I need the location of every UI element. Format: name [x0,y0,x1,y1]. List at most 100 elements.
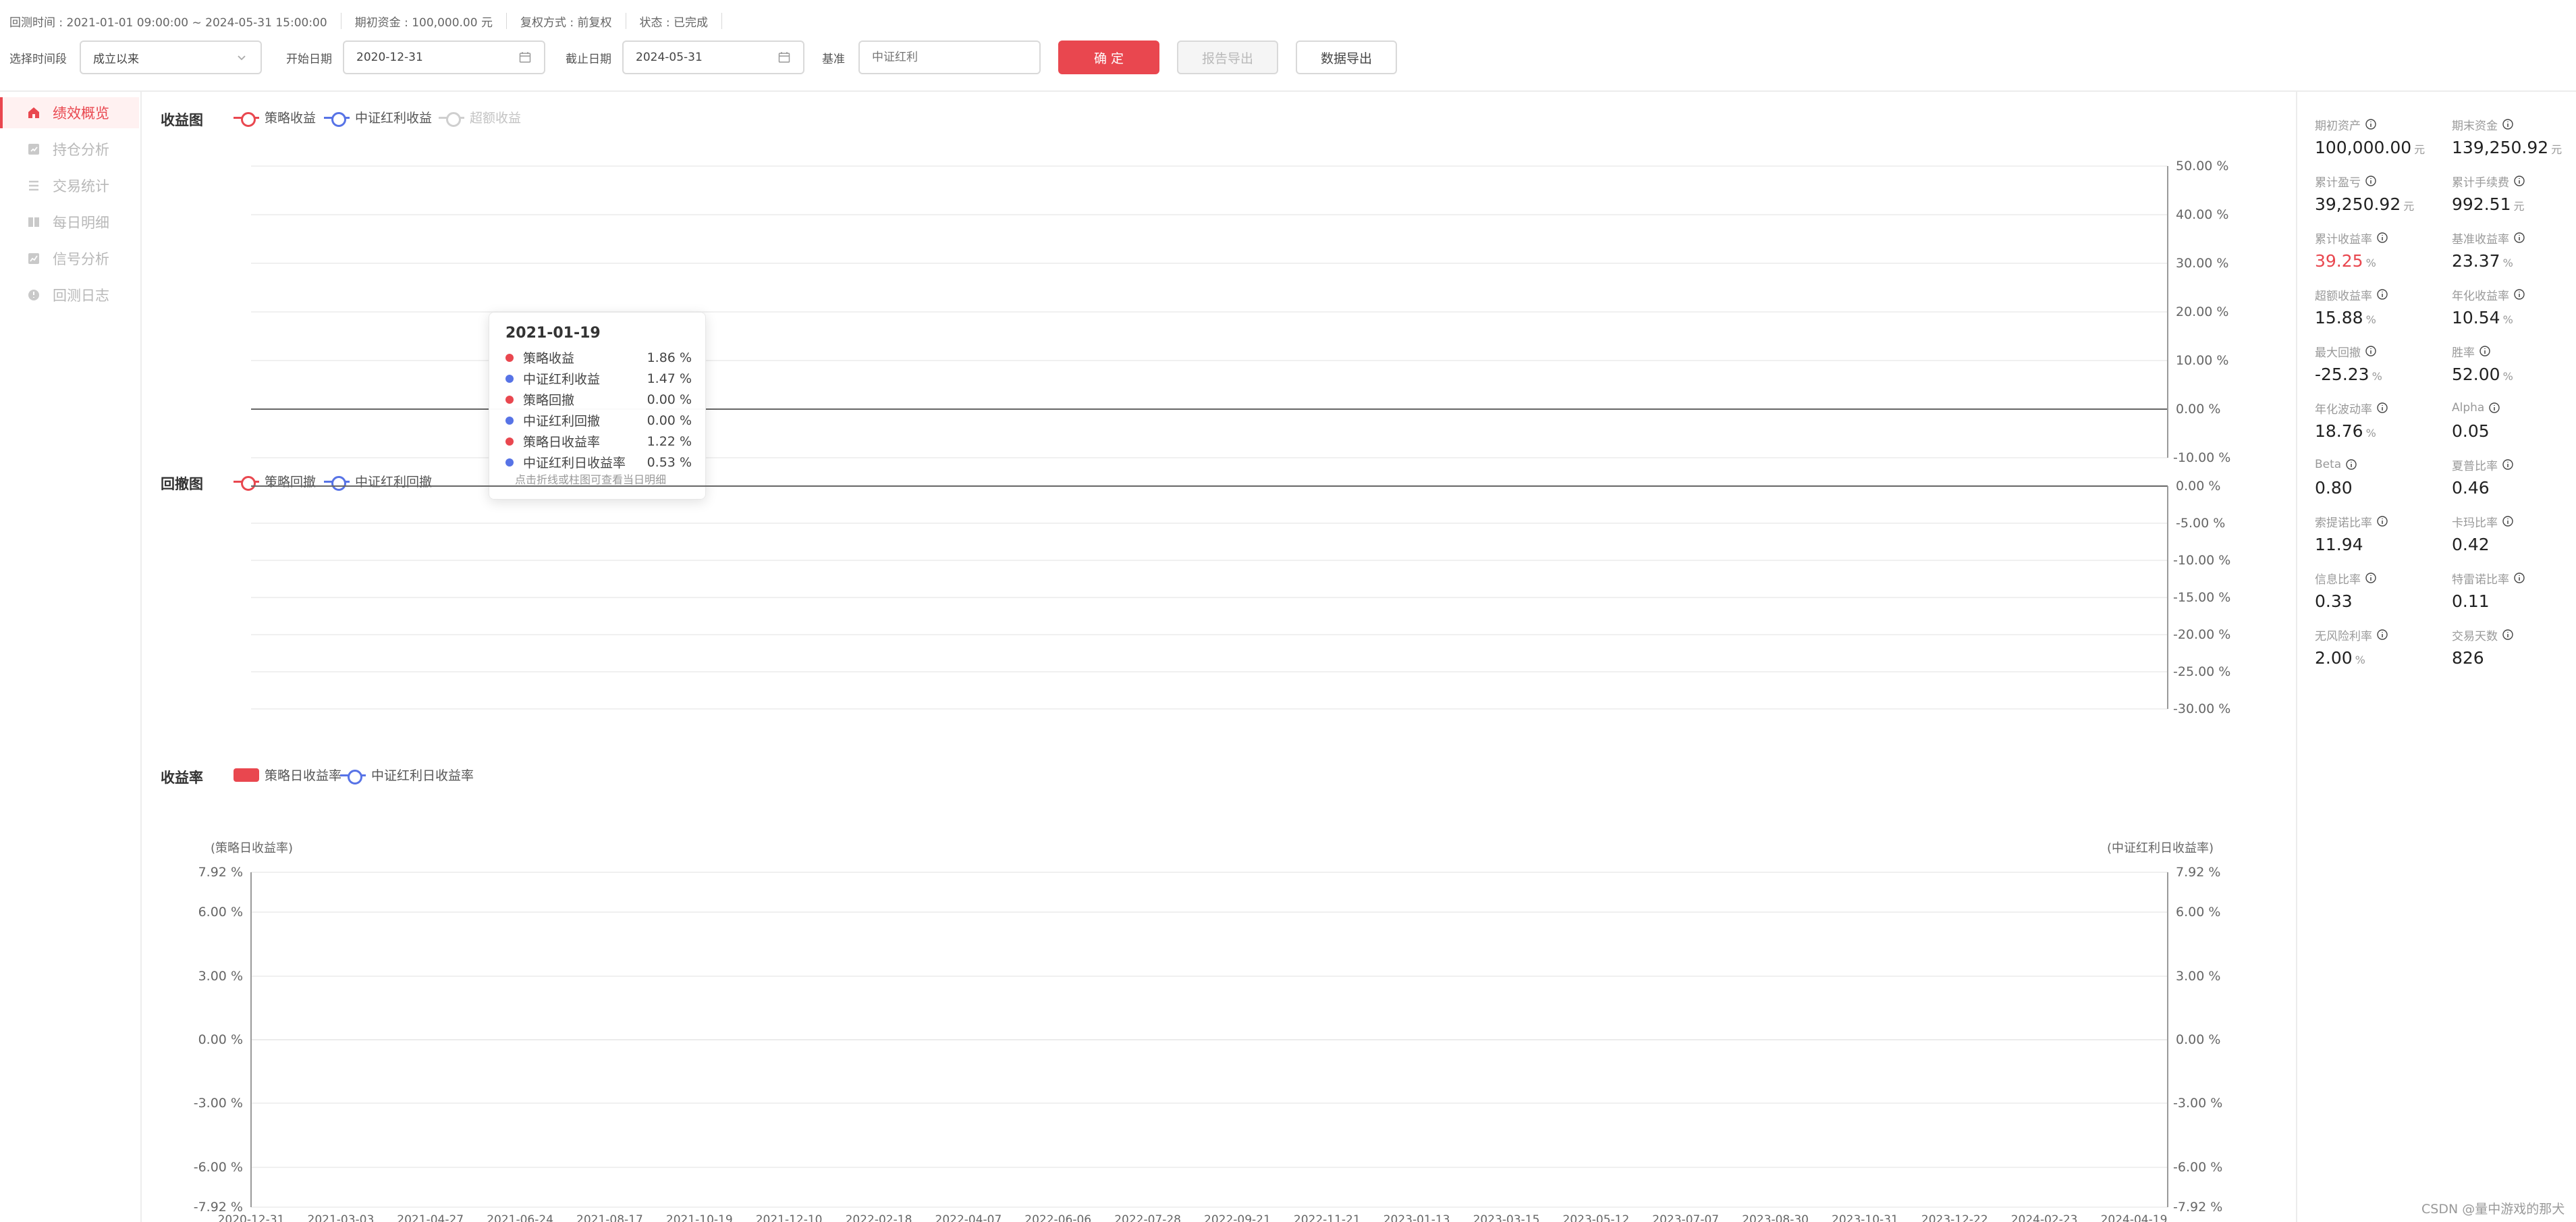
stat-label-text: 索提诺比率 [2315,516,2372,530]
sidebar-item-daily-detail[interactable]: 每日明细 [0,207,139,238]
legend-strategy-return[interactable]: 策略收益 [234,108,316,127]
stat-label: 夏普比率 [2452,456,2576,473]
info-icon[interactable] [2376,232,2388,244]
legend-label: 中证红利日收益率 [371,768,474,783]
stat-item: 期初资产 100,000.00 元 [2315,116,2443,163]
daily-left-y-ticks: 7.92 % 6.00 % 3.00 % 0.00 % -3.00 % -6.0… [194,865,243,1215]
y-tick-label: 0.00 % [2176,402,2220,417]
right-axis-name: (中证红利日收益率) [2107,841,2214,855]
info-icon[interactable] [2365,572,2377,584]
info-icon[interactable] [2502,458,2514,471]
daily-return-chart[interactable]: 7.92 % 6.00 % 3.00 % 0.00 % -3.00 % -6.0… [143,834,2296,1222]
stat-label-text: 无风险利率 [2315,629,2372,643]
benchmark-input[interactable] [858,41,1041,74]
y-tick-label: 7.92 % [198,865,243,880]
stat-value-text: 2.00 [2315,648,2353,668]
y-tick-label: 20.00 % [2176,304,2229,319]
info-icon[interactable] [2502,118,2514,130]
info-icon[interactable] [2376,515,2388,527]
stat-label: 基准收益率 [2452,230,2576,246]
confirm-button[interactable]: 确 定 [1058,41,1159,74]
stat-value-text: 0.46 [2452,478,2490,498]
report-export-button[interactable]: 报告导出 [1177,41,1278,74]
tooltip-date: 2021-01-19 [505,325,601,342]
stat-label-text: 累计收益率 [2315,232,2372,246]
y-tick-label: -30.00 % [2173,701,2230,716]
info-icon[interactable] [2513,232,2525,244]
sidebar-item-position-analysis[interactable]: 持仓分析 [0,134,139,165]
daily-return-title: 收益率 [161,770,203,786]
info-icon[interactable] [2365,175,2377,187]
info-icon[interactable] [2345,458,2357,471]
sidebar-item-signal-analysis[interactable]: 信号分析 [0,243,139,274]
legend-marker [234,768,259,782]
legend-benchmark-daily-return[interactable]: 中证红利日收益率 [340,766,474,785]
calendar-icon [778,52,790,63]
daily-x-axis: 2020-12-31 2021-03-03 2021-04-27 2021-06-24… [218,1213,2168,1222]
legend-label: 中证红利收益 [355,111,433,126]
left-axis-name: (策略日收益率) [211,841,294,855]
stat-label: 期末资金 [2452,116,2576,133]
tooltip-dot [505,437,514,446]
info-icon[interactable] [2513,175,2525,187]
x-tick-label: 2022-06-06 [1024,1213,1091,1222]
stat-value-text: 39,250.92 [2315,194,2401,214]
calendar-icon [519,52,531,63]
y-tick-label: -25.00 % [2173,664,2230,679]
legend-marker [234,111,259,127]
stat-item: 卡玛比率 0.42 [2452,513,2576,560]
stat-label: 交易天数 [2452,627,2576,643]
info-icon[interactable] [2365,345,2377,357]
tooltip-value: 0.00 % [647,413,692,428]
info-icon[interactable] [2365,118,2377,130]
x-tick-label: 2022-07-28 [1114,1213,1181,1222]
stat-unit: 元 [2414,143,2426,156]
info-icon[interactable] [2479,345,2491,357]
stat-value: 100,000.00 元 [2315,138,2443,157]
period-select[interactable]: 成立以来 [80,41,262,74]
filter-bar: 选择时间段 成立以来 开始日期 2020-12-31 截止日期 2024-05-… [9,39,1397,76]
y-tick-label: 3.00 % [2176,969,2220,984]
legend-benchmark-return[interactable]: 中证红利收益 [324,108,433,127]
info-icon[interactable] [2488,402,2500,414]
info-icon[interactable] [2376,629,2388,641]
tooltip-value: 0.00 % [647,392,692,407]
tooltip-value: 1.22 % [647,433,692,449]
start-date-picker[interactable]: 2020-12-31 [343,41,545,74]
stat-value: 139,250.92 元 [2452,138,2576,157]
tooltip-value: 1.86 % [647,350,692,365]
return-chart[interactable]: 50.00 % 40.00 % 30.00 % 20.00 % 10.00 % … [143,92,2296,465]
legend-excess-return[interactable]: 超额收益 [439,108,521,127]
stat-value-text: 992.51 [2452,194,2511,214]
stat-unit: % [2365,313,2376,326]
signal-chart-icon [28,253,39,264]
x-tick-label: 2021-04-27 [397,1213,464,1222]
stat-label: 信息比率 [2315,570,2443,587]
sidebar-item-trade-stats[interactable]: 交易统计 [0,170,139,201]
stat-item: 索提诺比率 11.94 [2315,513,2443,560]
drawdown-gridlines [251,485,2168,710]
sidebar-item-label: 持仓分析 [53,142,109,158]
stat-item: 信息比率 0.33 [2315,570,2443,617]
stat-value-text: 139,250.92 [2452,138,2549,157]
sidebar-item-overview[interactable]: 绩效概览 [0,97,139,128]
info-icon[interactable] [2513,572,2525,584]
end-date-picker[interactable]: 2024-05-31 [622,41,804,74]
home-icon [28,107,39,118]
tooltip-dot [505,374,514,383]
y-tick-label: 10.00 % [2176,353,2229,368]
stat-label: 索提诺比率 [2315,513,2443,530]
info-icon[interactable] [2513,288,2525,300]
sidebar-item-backtest-log[interactable]: 回测日志 [0,280,139,311]
info-icon[interactable] [2376,402,2388,414]
info-icon[interactable] [2502,515,2514,527]
stat-label: 超额收益率 [2315,286,2443,303]
info-icon[interactable] [2502,629,2514,641]
drawdown-y-ticks: 0.00 % -5.00 % -10.00 % -15.00 % -20.00 … [2173,479,2230,716]
adjustment-method: 复权方式 : 前复权 [520,16,612,30]
data-export-button[interactable]: 数据导出 [1296,41,1397,74]
drawdown-chart[interactable]: 0.00 % -5.00 % -10.00 % -15.00 % -20.00 … [143,470,2296,716]
y-tick-label: -7.92 % [194,1200,243,1215]
info-icon[interactable] [2376,288,2388,300]
legend-strategy-daily-return[interactable]: 策略日收益率 [234,766,341,784]
